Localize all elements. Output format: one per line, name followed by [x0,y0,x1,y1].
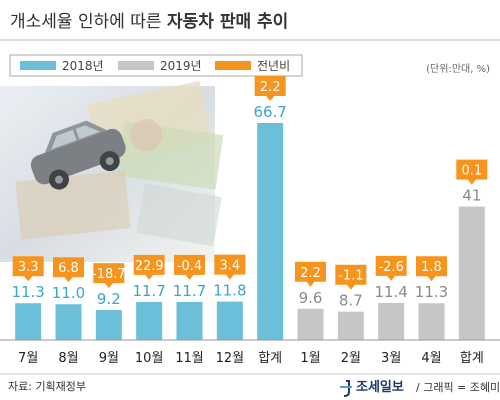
x-label-3: 9월 [99,351,119,366]
x-label-6: 12월 [216,351,245,366]
yoy-label-7: 2.2 [260,80,281,95]
bar-1 [15,303,42,340]
bar-12 [458,206,485,340]
yoy-tag-4 [133,254,165,280]
bar-8 [297,308,324,340]
bar-5 [176,301,203,340]
value-label-12: 41 [462,187,481,205]
legend-label-2018: 2018년 [62,59,104,73]
bar-6 [216,301,243,340]
money-car-photo [0,80,224,262]
car-icon [30,120,126,190]
yoy-tag-3 [93,263,125,289]
yoy-tag-12 [456,159,488,185]
yoy-label-11: 1.8 [421,260,442,275]
yoy-tag-7 [254,75,286,101]
bar-9 [337,311,364,340]
x-label-2: 8월 [58,351,78,366]
chart-title: 개소세율 인하에 따른 자동차 판매 추이 [10,12,288,32]
logo-text: 조세일보 [356,380,404,395]
value-label-3: 9.2 [97,290,121,308]
x-label-9: 2월 [341,351,361,366]
value-label-4: 11.7 [132,282,165,300]
value-label-9: 8.7 [339,292,363,310]
value-label-11: 11.3 [415,283,448,301]
value-label-8: 9.6 [299,289,323,307]
yoy-tag-6 [214,254,246,280]
bar-3 [95,310,122,340]
value-label-10: 11.4 [374,283,407,301]
x-label-7: 합계 [258,351,282,366]
bar-7 [257,122,284,340]
bars: 11.3 3.3 7월 11.0 6.8 8월 9.2 -18.7 9월 11.7 22.9 10월 1… [11,75,488,366]
bar-4 [136,301,163,340]
yoy-label-1: 3.3 [18,260,39,275]
yoy-label-12: 0.1 [461,164,482,179]
yoy-tag-2 [53,257,84,283]
legend-label-2019: 2019년 [160,59,202,73]
credit-text: / 그래픽 = 조혜미 [416,381,500,394]
yoy-label-5: -0.4 [177,259,202,274]
yoy-label-8: 2.2 [300,266,321,281]
legend-swatch-yoy [215,61,251,70]
unit-label: (단위:만대, %) [426,62,490,75]
x-label-12: 합계 [460,351,484,366]
yoy-label-3: -18.7 [92,267,126,282]
x-label-8: 1월 [300,351,320,366]
value-label-1: 11.3 [11,283,44,301]
yoy-tag-10 [375,255,407,281]
logo-mark [340,380,352,397]
x-label-11: 4월 [421,351,441,366]
source-text: 자료: 기획재정부 [8,380,86,393]
x-label-5: 11월 [175,351,204,366]
legend: 2018년 2019년 전년비 [20,59,290,73]
value-label-7: 66.7 [253,103,286,121]
yoy-label-6: 3.4 [219,259,240,274]
yoy-tag-9 [335,264,367,290]
value-label-5: 11.7 [173,282,206,300]
bar-10 [378,302,405,340]
yoy-label-4: 22.9 [135,259,164,274]
legend-box [9,54,303,77]
value-label-6: 11.8 [213,282,246,300]
bar-2 [55,304,82,340]
value-label-2: 11.0 [52,284,85,302]
yoy-tag-8 [295,261,326,287]
bar-11 [418,303,445,340]
yoy-tag-1 [12,256,44,282]
yoy-tag-11 [416,256,447,282]
x-label-10: 3월 [381,351,401,366]
yoy-label-10: -2.6 [378,260,403,275]
x-label-1: 7월 [18,351,38,366]
legend-swatch-2018 [20,61,56,70]
yoy-label-2: 6.8 [58,261,79,276]
yoy-tag-5 [174,254,205,280]
legend-swatch-2019 [118,61,154,70]
yoy-label-9: -1.1 [338,269,363,284]
legend-label-yoy: 전년비 [257,59,290,73]
x-label-4: 10월 [135,351,164,366]
